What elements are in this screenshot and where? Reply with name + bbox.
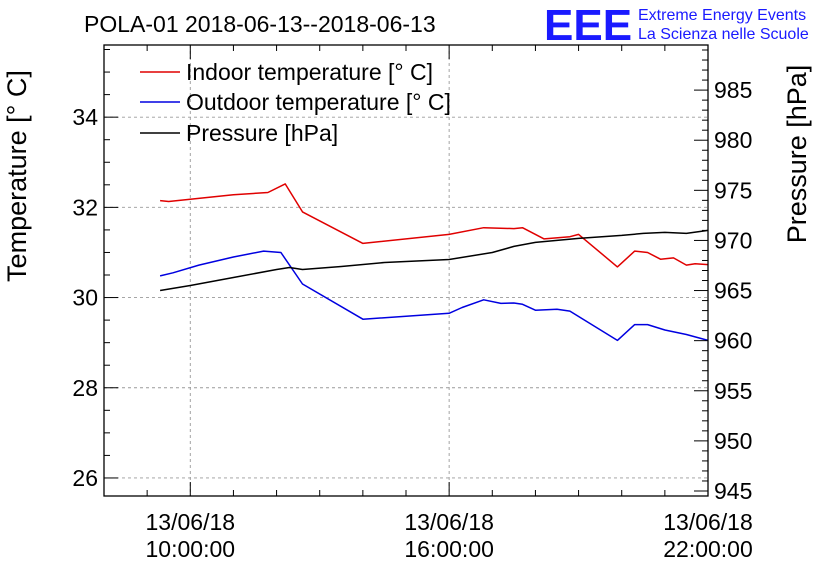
y2-tick-label: 985 [714,77,752,103]
x-tick-label-date: 13/06/18 [663,509,753,535]
y-tick-label: 32 [72,194,98,220]
x-tick-label-date: 13/06/18 [146,509,236,535]
legend-label-indoor: Indoor temperature [° C] [186,59,433,85]
y2-tick-label: 975 [714,177,752,203]
y2-tick-label: 960 [714,328,752,354]
y2-tick-label: 950 [714,428,752,454]
chart-title: POLA-01 2018-06-13--2018-06-13 [84,11,436,37]
series-group [159,183,709,342]
x-tick-label-time: 22:00:00 [663,536,753,562]
x-tick-label-time: 10:00:00 [146,536,236,562]
legend: Indoor temperature [° C] Outdoor tempera… [140,59,451,146]
y-tick-label: 30 [72,285,98,311]
y2-tick-label: 965 [714,278,752,304]
outdoor-temperature-line [159,250,709,342]
pressure-line [159,229,709,292]
grid [104,45,709,496]
x-tick-label-date: 13/06/18 [404,509,494,535]
y-tick-label: 26 [72,465,98,491]
x-tick-label-time: 16:00:00 [404,536,494,562]
y2-tick-label: 945 [714,478,752,504]
y2-axis-title: Pressure [hPa] [782,65,812,244]
eee-logo: EEE [544,1,632,50]
legend-label-pressure: Pressure [hPa] [186,120,338,146]
legend-label-outdoor: Outdoor temperature [° C] [186,89,451,115]
y-tick-label: 28 [72,375,98,401]
indoor-temperature-line [160,183,709,268]
y2-tick-label: 970 [714,227,752,253]
axis-ticks: 13/06/1810:00:0013/06/1816:00:0013/06/18… [72,45,753,562]
y-axis-title: Temperature [° C] [2,70,32,282]
org-name: Extreme Energy Events [638,7,806,24]
y-tick-label: 34 [72,104,98,130]
org-subtitle: La Scienza nelle Scuole [638,26,809,43]
y2-tick-label: 955 [714,378,752,404]
y2-tick-label: 980 [714,127,752,153]
